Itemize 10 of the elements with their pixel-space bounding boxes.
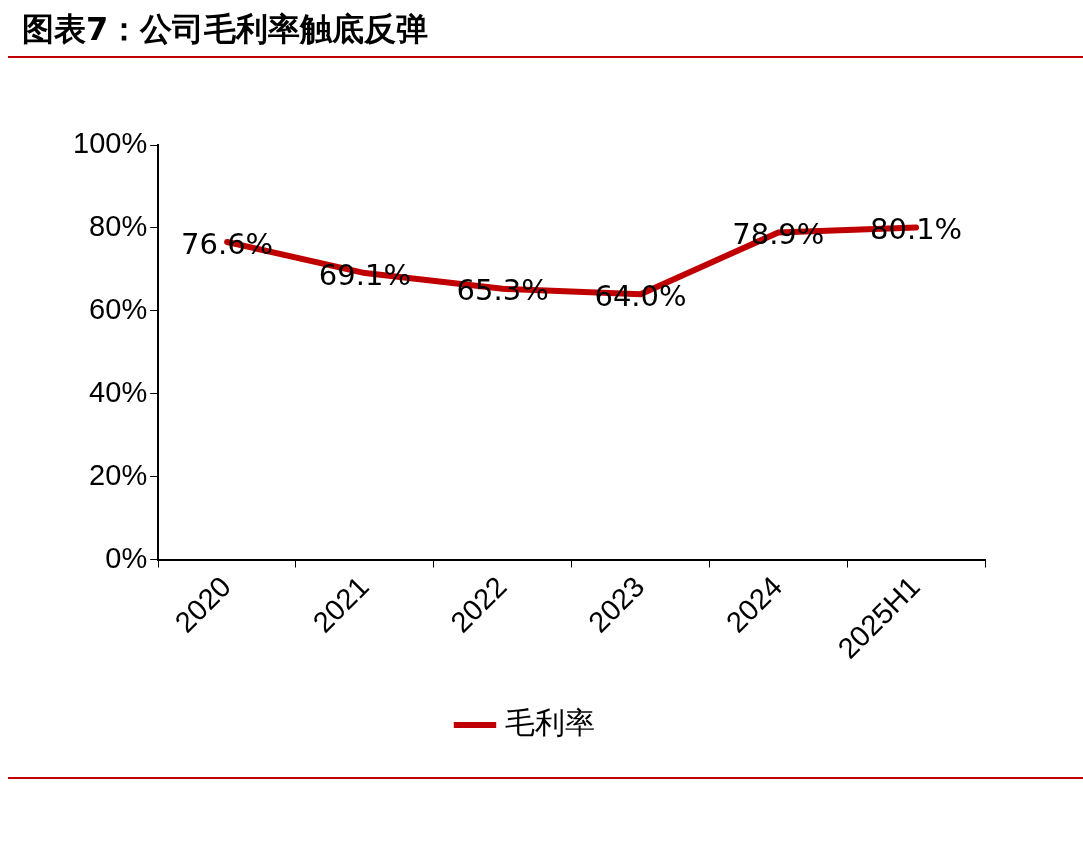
y-tick-label: 100% xyxy=(73,127,148,159)
y-tick-label: 60% xyxy=(89,292,148,325)
y-tick-label: 80% xyxy=(89,209,148,242)
data-label: 76.6% xyxy=(181,226,274,261)
data-label: 80.1% xyxy=(870,212,963,247)
chart-title: 图表7：公司毛利率触底反弹 xyxy=(22,9,429,50)
legend-label: 毛利率 xyxy=(505,706,595,740)
y-tick-label: 40% xyxy=(89,375,148,408)
y-tick-label: 0% xyxy=(105,541,148,574)
y-tick-label: 20% xyxy=(89,458,148,491)
